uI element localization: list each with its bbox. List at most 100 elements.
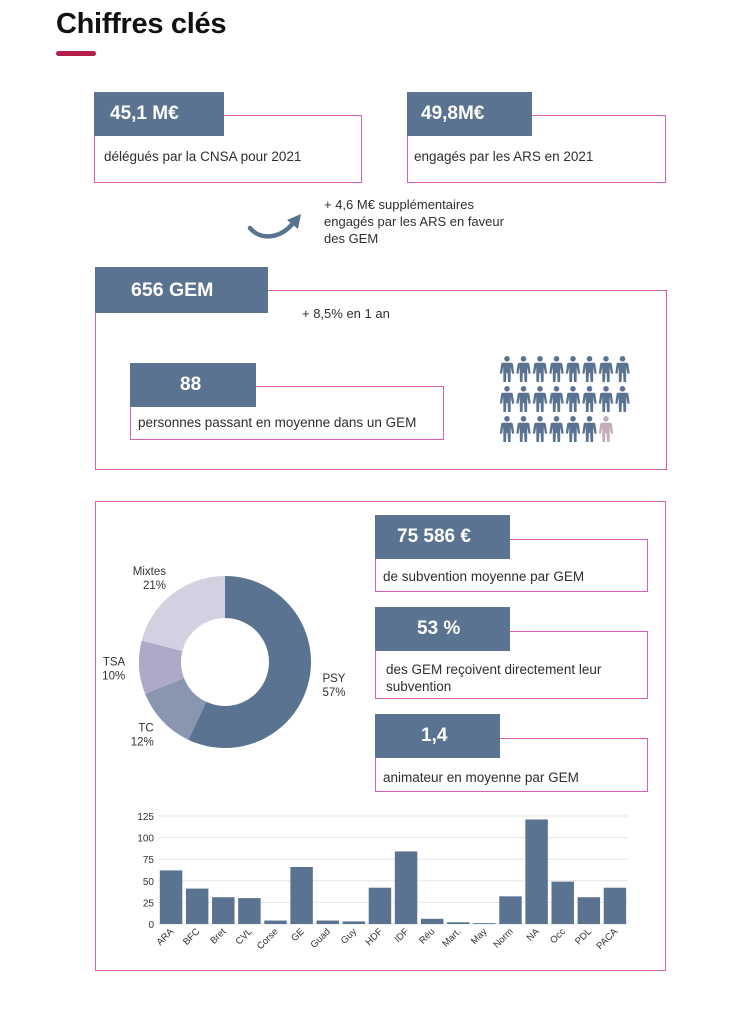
page-title: Chiffres clés	[56, 8, 227, 40]
bar-occ	[551, 881, 574, 924]
person-icon	[532, 416, 548, 442]
person-icon	[582, 416, 597, 442]
animateur-box	[375, 738, 648, 792]
person-icon	[582, 356, 597, 382]
subvention-value: 75 586 €	[397, 526, 471, 547]
x-category-label: Corse	[255, 926, 281, 952]
bar-may	[473, 923, 496, 924]
person-icon	[549, 416, 564, 442]
people-pictogram	[499, 356, 630, 442]
ars-value-tag: 49,8M€	[407, 92, 532, 136]
donut-category-label: TC	[138, 723, 153, 735]
title-underline	[56, 51, 96, 56]
person-icon	[549, 386, 564, 412]
curved-arrow-icon	[247, 214, 301, 239]
person-icon	[598, 356, 614, 382]
person-icon	[615, 356, 630, 382]
ars-value: 49,8M€	[421, 103, 485, 124]
person-icon	[532, 356, 548, 382]
bar-bret	[212, 897, 235, 924]
person-icon	[499, 416, 515, 442]
donut-category-label: Mixtes	[133, 566, 166, 578]
subvention-label: de subvention moyenne par GEM	[383, 569, 585, 584]
bar-bfc	[185, 888, 209, 924]
x-category-label: Bret	[208, 926, 228, 946]
supplement-note: + 4,6 M€ supplémentaires engagés par les…	[324, 196, 504, 247]
bar-mart	[447, 922, 470, 924]
bar-réu	[420, 918, 444, 924]
y-tick-label: 100	[137, 834, 154, 845]
donut-percent-label: 21%	[143, 580, 166, 592]
y-tick-label: 0	[148, 920, 154, 931]
direct-value: 53 %	[417, 618, 461, 639]
bar-guad	[316, 920, 339, 924]
bar-cvl	[238, 898, 261, 924]
animateur-value: 1,4	[421, 725, 448, 746]
ars-label: engagés par les ARS en 2021	[414, 149, 594, 164]
x-category-label: Réu	[417, 926, 437, 946]
donut-percent-label: 57%	[322, 687, 345, 699]
y-tick-label: 125	[137, 812, 154, 823]
gem-by-region-bar-chart: 0 25 50 75 100 125 ARA BFC Bret CVL Corse GE Guad Gu…	[137, 812, 628, 952]
bar-ara	[159, 870, 183, 924]
person-icon	[516, 386, 531, 412]
donut-category-label: TSA	[103, 657, 126, 669]
x-category-label: Mart.	[440, 926, 463, 949]
x-category-label: PACA	[594, 926, 620, 952]
x-category-label: Guad	[309, 926, 333, 950]
person-icon	[499, 356, 515, 382]
persons-value-tag: 88	[130, 363, 256, 407]
persons-value: 88	[180, 374, 202, 395]
direct-label-line: des GEM reçoivent directement leur	[386, 662, 602, 677]
bar-guy	[342, 921, 366, 924]
person-icon	[549, 356, 564, 382]
donut-percent-label: 10%	[102, 671, 125, 683]
y-tick-label: 50	[143, 877, 155, 888]
person-icon	[516, 416, 531, 442]
person-icon	[598, 386, 614, 412]
supplement-line: des GEM	[324, 231, 379, 246]
gem-type-donut-chart: PSY 57% TC 12% TSA 10% Mixtes 21%	[102, 566, 346, 749]
x-category-label: IDF	[393, 926, 412, 945]
cnsa-label: délégués par la CNSA pour 2021	[104, 149, 302, 164]
supplement-line: engagés par les ARS en faveur	[324, 214, 504, 229]
bar-ge	[290, 866, 313, 924]
person-icon	[516, 356, 531, 382]
bar-idf	[394, 851, 418, 924]
gem-count-tag: 656 GEM	[95, 267, 268, 313]
x-category-label: NA	[525, 926, 543, 944]
bar-norm	[499, 896, 522, 924]
animateur-value-tag: 1,4	[375, 714, 500, 758]
bar-na	[525, 819, 548, 924]
x-category-label: PDL	[573, 926, 594, 947]
person-icon	[598, 416, 614, 442]
person-icon	[532, 386, 548, 412]
y-tick-label: 75	[143, 855, 155, 866]
donut-category-label: PSY	[322, 673, 345, 685]
bar-paca	[603, 887, 627, 924]
animateur-label: animateur en moyenne par GEM	[383, 770, 579, 785]
x-category-label: HDF	[363, 926, 385, 948]
x-category-label: CVL	[234, 926, 255, 947]
person-icon	[582, 386, 597, 412]
gem-count-value: 656 GEM	[131, 278, 214, 301]
subvention-value-tag: 75 586 €	[375, 515, 510, 559]
direct-label-line: subvention	[386, 679, 452, 694]
x-category-label: Occ	[548, 926, 568, 946]
person-icon	[565, 356, 581, 382]
direct-value-tag: 53 %	[375, 607, 510, 651]
person-icon	[565, 416, 581, 442]
donut-slice-psy	[188, 576, 311, 748]
gem-growth: + 8,5% en 1 an	[302, 306, 390, 321]
donut-percent-label: 12%	[131, 737, 154, 749]
x-category-label: Guy	[339, 926, 359, 946]
direct-label: des GEM reçoivent directement leur subve…	[386, 661, 601, 695]
y-tick-label: 25	[143, 898, 155, 909]
cnsa-value-tag: 45,1 M€	[94, 92, 224, 136]
x-category-label: GE	[289, 926, 306, 943]
x-category-label: May	[469, 926, 490, 947]
donut-slice-mixtes	[141, 576, 225, 652]
person-icon	[615, 386, 630, 412]
person-icon	[565, 386, 581, 412]
donut-slice-tc	[145, 678, 207, 740]
